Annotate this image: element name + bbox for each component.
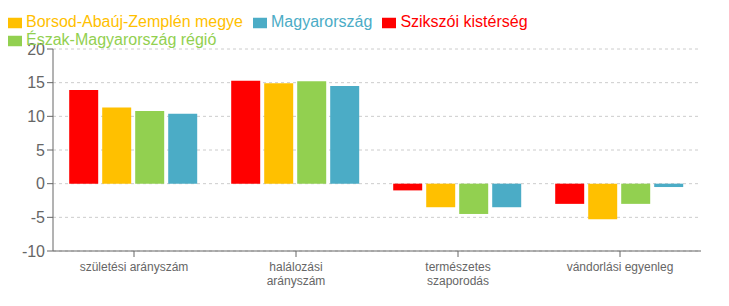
svg-text:-5: -5 xyxy=(31,209,45,226)
svg-text:természetesszaporodás: természetesszaporodás xyxy=(425,260,490,288)
svg-text:5: 5 xyxy=(36,142,45,159)
svg-text:10: 10 xyxy=(27,108,45,125)
svg-text:0: 0 xyxy=(36,175,45,192)
svg-text:15: 15 xyxy=(27,74,45,91)
svg-text:születési arányszám: születési arányszám xyxy=(80,260,189,274)
svg-text:20: 20 xyxy=(27,41,45,58)
svg-text:-10: -10 xyxy=(22,243,45,260)
svg-text:halálozásiarányszám: halálozásiarányszám xyxy=(267,260,326,288)
svg-text:vándorlási egyenleg: vándorlási egyenleg xyxy=(567,260,674,274)
